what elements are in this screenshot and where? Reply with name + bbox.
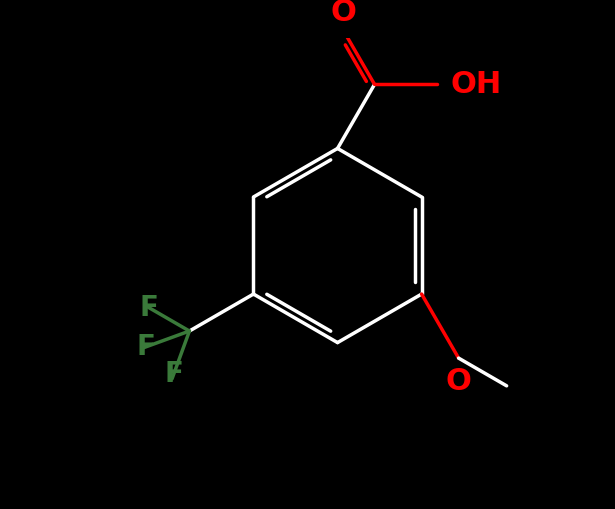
Text: OH: OH <box>450 70 502 99</box>
Text: F: F <box>137 333 156 361</box>
Text: O: O <box>330 0 356 27</box>
Text: O: O <box>446 367 472 397</box>
Text: F: F <box>164 360 183 388</box>
Text: F: F <box>140 294 159 322</box>
